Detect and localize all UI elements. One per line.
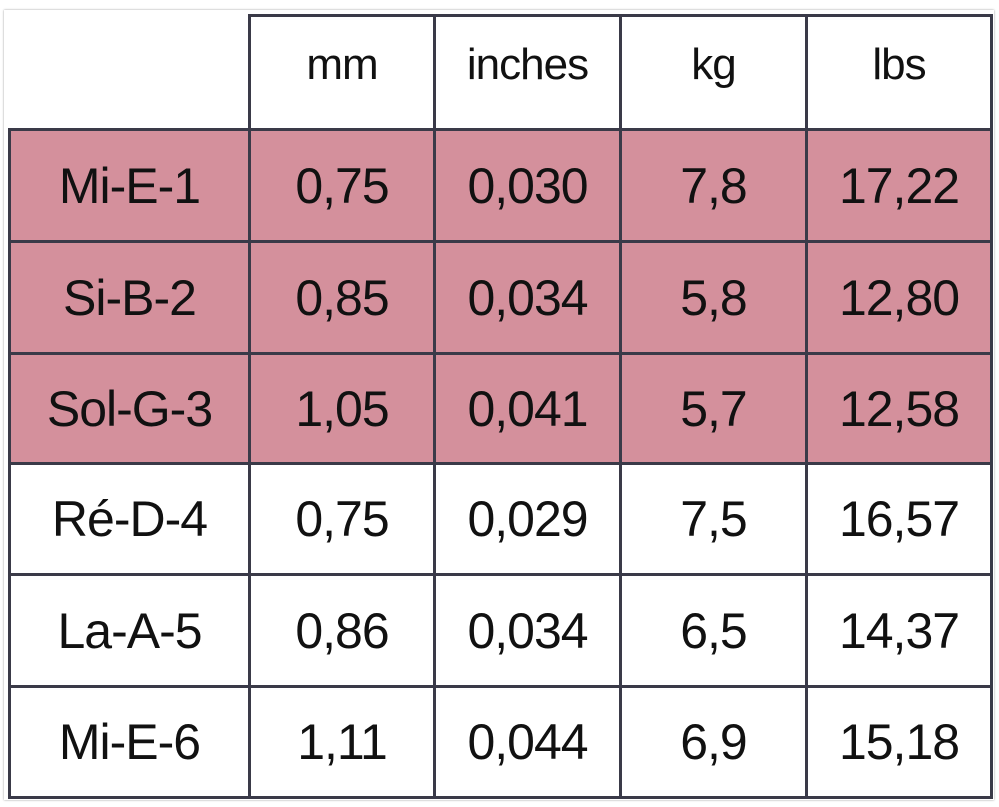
table-cell: 5,7 [619, 352, 808, 465]
row-label: Ré-D-4 [8, 462, 251, 576]
row-label: Mi-E-6 [8, 685, 251, 799]
table-cell: 12,80 [805, 240, 993, 355]
table-cell: 6,5 [619, 573, 808, 688]
table-cell: 1,11 [248, 685, 436, 799]
row-label: La-A-5 [8, 573, 251, 688]
table-cell: 0,034 [433, 573, 622, 688]
table-cell: 0,029 [433, 462, 622, 576]
table-cell: 0,75 [248, 462, 436, 576]
table-cell: 6,9 [619, 685, 808, 799]
table-cell: 15,18 [805, 685, 993, 799]
column-header: lbs [805, 14, 993, 131]
table: mm inches kg lbs Mi-E-1 0,75 0,030 7,8 17,22 Si-B… [4, 10, 994, 800]
row-label: Si-B-2 [8, 240, 251, 355]
table-cell: 5,8 [619, 240, 808, 355]
table-cell: 7,8 [619, 128, 808, 243]
table-cell: 12,58 [805, 352, 993, 465]
table-cell: 0,044 [433, 685, 622, 799]
table-cell: 0,85 [248, 240, 436, 355]
table-cell: 0,041 [433, 352, 622, 465]
table-cell: 17,22 [805, 128, 993, 243]
corner-cell [8, 14, 251, 131]
table-cell: 0,034 [433, 240, 622, 355]
table-cell: 14,37 [805, 573, 993, 688]
table-cell: 1,05 [248, 352, 436, 465]
column-header: inches [433, 14, 622, 131]
table-cell: 0,75 [248, 128, 436, 243]
table-cell: 7,5 [619, 462, 808, 576]
row-label: Mi-E-1 [8, 128, 251, 243]
row-label: Sol-G-3 [8, 352, 251, 465]
table-cell: 0,030 [433, 128, 622, 243]
column-header: kg [619, 14, 808, 131]
column-header: mm [248, 14, 436, 131]
table-cell: 0,86 [248, 573, 436, 688]
table-cell: 16,57 [805, 462, 993, 576]
